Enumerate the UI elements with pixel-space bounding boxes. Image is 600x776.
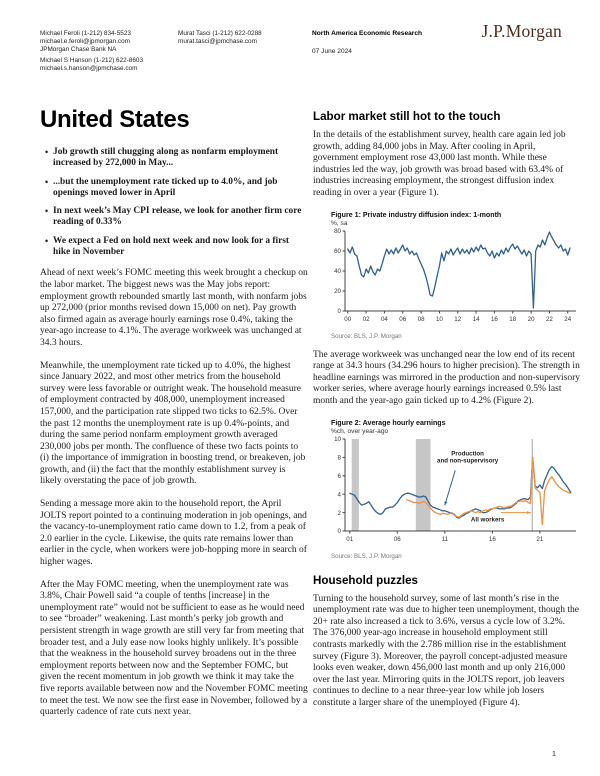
summary-bullets: Job growth still chugging along as nonfa… <box>40 147 308 258</box>
svg-text:10: 10 <box>334 436 341 443</box>
figure-1-unit: %, sa <box>331 219 348 227</box>
figure-1-chart: 0 20 40 60 80 00 02 04 06 08 10 12 14 16 18 20 22 24 <box>334 228 576 323</box>
right-column: Labor market still hot to the touch In t… <box>313 110 580 720</box>
research-block: North America Economic Research 07 June … <box>312 30 462 56</box>
svg-text:04: 04 <box>381 316 388 323</box>
svg-text:20: 20 <box>334 288 341 295</box>
figure-2-source: Source: BLS, J.P. Morgan <box>331 552 402 560</box>
svg-text:20: 20 <box>528 316 535 323</box>
figure-2: Figure 2: Average hourly earnings %ch, o… <box>331 419 580 560</box>
author-block: Murat Tasci (1-212) 622-0288 murat.tasci… <box>178 30 308 46</box>
bullet-text: ...but the unemployment rate ticked up t… <box>53 176 278 198</box>
author-email: murat.tasci@jpmchase.com <box>178 37 257 45</box>
author-name: Michael S Hanson (1-212) 622-8603 <box>40 57 144 65</box>
svg-text:24: 24 <box>564 316 571 323</box>
research-label: North America Economic Research <box>312 30 423 37</box>
paragraph: Ahead of next week’s FOMC meeting this w… <box>40 268 308 348</box>
bullet-item: Job growth still chugging along as nonfa… <box>40 147 308 170</box>
author-name: Murat Tasci (1-212) 622-0288 <box>178 30 262 37</box>
bullet-item: We expect a Fed on hold next week and no… <box>40 236 308 259</box>
svg-text:16: 16 <box>489 536 496 543</box>
author-column-1: Michael Feroli (1-212) 834-5523 michael.… <box>40 30 175 77</box>
bullet-text: In next week’s May CPI release, we look … <box>53 206 302 228</box>
svg-text:4: 4 <box>338 491 342 498</box>
svg-text:6: 6 <box>338 473 342 480</box>
page-title: United States <box>40 106 190 133</box>
svg-text:40: 40 <box>334 268 341 275</box>
figure-2-unit: %ch, over year-ago <box>331 427 389 435</box>
svg-text:2: 2 <box>338 509 342 516</box>
paragraph: In the details of the establishment surv… <box>313 130 566 198</box>
paragraph: Sending a message more akin to the house… <box>40 499 307 568</box>
author-email: michael.s.hanson@jpmchase.com <box>40 65 138 73</box>
bullet-dot-icon <box>40 206 53 229</box>
svg-text:06: 06 <box>399 316 406 323</box>
figure-1-title: Figure 1: Private industry diffusion ind… <box>331 210 502 219</box>
svg-text:02: 02 <box>363 316 370 323</box>
svg-text:06: 06 <box>394 536 401 543</box>
paragraph: Meanwhile, the unemployment rate ticked … <box>40 360 306 487</box>
svg-text:8: 8 <box>338 454 342 461</box>
section-heading-household-puzzles: Household puzzles <box>313 573 418 587</box>
svg-text:All workers: All workers <box>471 516 505 523</box>
svg-text:0: 0 <box>338 528 342 535</box>
author-block: Michael S Hanson (1-212) 622-8603 michae… <box>40 57 175 73</box>
report-header: Michael Feroli (1-212) 834-5523 michael.… <box>40 21 562 100</box>
svg-text:11: 11 <box>442 536 449 543</box>
author-org: JPMorgan Chase Bank NA <box>40 45 117 53</box>
section-heading-labor-market: Labor market still hot to the touch <box>313 110 501 123</box>
svg-text:12: 12 <box>454 316 461 323</box>
author-name: Michael Feroli (1-212) 834-5523 <box>40 30 131 37</box>
figure-1: Figure 1: Private industry diffusion ind… <box>331 211 580 340</box>
paragraph: After the May FOMC meeting, when the une… <box>40 579 308 718</box>
author-block: Michael Feroli (1-212) 834-5523 michael.… <box>40 30 175 53</box>
svg-text:21: 21 <box>536 536 543 543</box>
left-column: United States Job growth still chugging … <box>40 106 308 730</box>
svg-text:00: 00 <box>344 316 351 323</box>
paragraph: Turning to the household survey, some of… <box>313 593 579 708</box>
svg-text:14: 14 <box>473 316 480 323</box>
bullet-item: ...but the unemployment rate ticked up t… <box>40 177 308 200</box>
svg-text:08: 08 <box>418 316 425 323</box>
jpmorgan-logo: J.P.Morgan <box>481 21 562 41</box>
svg-text:22: 22 <box>546 316 553 323</box>
bullet-item: In next week’s May CPI release, we look … <box>40 206 308 229</box>
bullet-text: Job growth still chugging along as nonfa… <box>53 147 279 169</box>
svg-text:60: 60 <box>334 248 341 255</box>
paragraph: The average workweek was unchanged near … <box>313 349 580 406</box>
svg-text:80: 80 <box>334 228 341 235</box>
svg-text:16: 16 <box>491 316 498 323</box>
bullet-dot-icon <box>40 147 53 170</box>
figure-2-title: Figure 2: Average hourly earnings <box>331 418 446 427</box>
svg-text:0: 0 <box>338 308 342 315</box>
svg-text:and non-supervisory: and non-supervisory <box>437 457 499 464</box>
svg-text:18: 18 <box>509 316 516 323</box>
bullet-dot-icon <box>40 236 53 259</box>
svg-text:Production: Production <box>451 450 484 457</box>
report-date: 07 June 2024 <box>312 47 352 55</box>
bullet-text: We expect a Fed on hold next week and no… <box>53 235 290 258</box>
author-email: michael.e.feroli@jpmorgan.com <box>40 37 130 45</box>
svg-text:10: 10 <box>436 316 443 323</box>
page-number: 1 <box>551 749 556 758</box>
figure-1-source: Source: BLS, J.P. Morgan <box>331 332 402 340</box>
author-column-2: Murat Tasci (1-212) 622-0288 murat.tasci… <box>178 30 308 50</box>
svg-text:01: 01 <box>346 536 353 543</box>
bullet-dot-icon <box>40 177 53 200</box>
